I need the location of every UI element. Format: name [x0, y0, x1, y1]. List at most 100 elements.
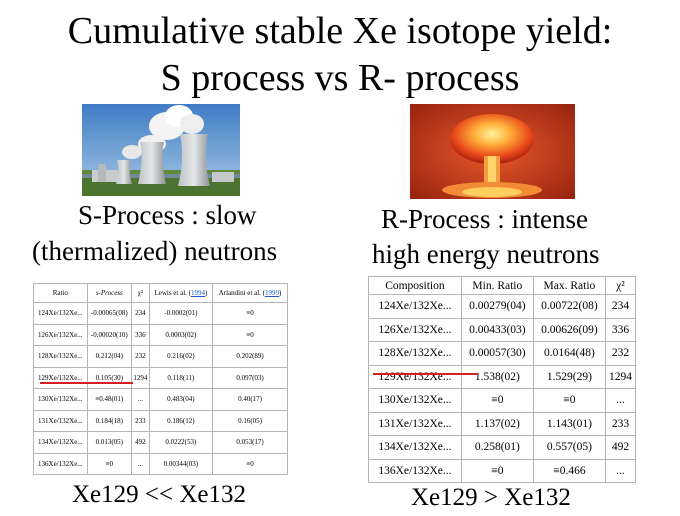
table-cell: 0.053(17) — [212, 431, 288, 454]
table-row: 130Xe/132Xe... ≡0 ≡0... — [368, 388, 637, 413]
table-row-highlighted: 129Xe/132Xe... 0.105(30) 1294 0.118(11) 0.09… — [33, 366, 288, 389]
table-cell: 126Xe/132Xe... — [368, 317, 462, 342]
table-cell: -0.00065(08) — [86, 302, 133, 325]
table-cell: 0.483(04) — [148, 388, 214, 411]
table-cell: 234 — [604, 294, 637, 319]
table-cell: 0.00722(08) — [532, 294, 606, 319]
column-header: Ratio — [33, 283, 88, 303]
table-cell: 0.40(17) — [212, 388, 288, 411]
table-cell: 131Xe/132Xe... — [368, 411, 462, 436]
table-cell: 130Xe/132Xe... — [33, 388, 88, 411]
table-cell: 0.216(02) — [148, 345, 214, 368]
citation-link[interactable]: 1994 — [190, 289, 205, 297]
table-cell: ... — [604, 388, 637, 413]
table-cell: 1.137(02) — [460, 411, 534, 436]
table-cell: 0.186(12) — [148, 409, 214, 432]
table-cell: ≡0.48(01) — [86, 388, 133, 411]
r-process-sublabel: high energy neutrons — [372, 239, 600, 269]
table-row: 126Xe/132Xe... 0.00433(03) 0.00626(09) 336 — [368, 317, 637, 342]
s-process-table: Ratio s-Process χ² Lewis et al. (1994) A… — [33, 283, 288, 475]
s-process-conclusion: Xe129 << Xe132 — [72, 481, 246, 508]
table-row: 124Xe/132Xe... 0.00279(04) 0.00722(08) 234 — [368, 294, 637, 319]
table-cell: 131Xe/132Xe... — [33, 409, 88, 432]
table-row: 130Xe/132Xe... ≡0.48(01)... 0.483(04) 0.40(… — [33, 388, 288, 411]
table-cell: 134Xe/132Xe... — [368, 435, 462, 460]
table-cell: 134Xe/132Xe... — [33, 431, 88, 454]
table-cell: 128Xe/132Xe... — [33, 345, 88, 368]
table-row: 128Xe/132Xe... 0.00057(30) 0.0164(48) 232 — [368, 341, 637, 366]
table-cell: 130Xe/132Xe... — [368, 388, 462, 413]
table-cell: 0.184(18) — [86, 409, 133, 432]
s-process-sublabel: (thermalized) neutrons — [32, 236, 278, 266]
table-row: 128Xe/132Xe... 0.212(04) 232 0.216(02) 0.202… — [33, 345, 288, 368]
column-header: Min. Ratio — [460, 276, 534, 295]
table-cell: ... — [131, 452, 150, 475]
s-process-label: S-Process : slow — [78, 200, 257, 230]
table-cell: 0.118(11) — [148, 366, 214, 389]
table-cell: ... — [131, 388, 150, 411]
table-cell: ≡0 — [212, 302, 288, 325]
table-cell: 0.00344(03) — [148, 452, 214, 475]
table-cell: 0.00057(30) — [460, 341, 534, 366]
table-cell: -0.0002(01) — [148, 302, 214, 325]
column-header: s-Process — [86, 283, 133, 303]
nuclear-explosion-photo — [410, 104, 575, 199]
table-cell: 232 — [604, 341, 637, 366]
table-cell: 126Xe/132Xe... — [33, 323, 88, 346]
table-cell: 1294 — [131, 366, 150, 389]
table-cell: 0.00626(09) — [532, 317, 606, 342]
table-cell: ... — [604, 458, 637, 483]
table-cell: 0.16(05) — [212, 409, 288, 432]
xe129-underline-s — [40, 382, 133, 384]
column-header: χ² — [604, 276, 637, 295]
table-cell: 136Xe/132Xe... — [33, 452, 88, 475]
table-row-highlighted: 129Xe/132Xe... 1.538(02) 1.529(29) 1294 — [368, 364, 637, 389]
table-row: 131Xe/132Xe... 0.184(18) 233 0.186(12) 0.16(… — [33, 409, 288, 432]
table-cell: ≡0 — [532, 388, 606, 413]
table-cell: -0.00020(10) — [86, 323, 133, 346]
table-cell: 0.202(89) — [212, 345, 288, 368]
table-cell: 0.105(30) — [86, 366, 133, 389]
table-cell: 232 — [131, 345, 150, 368]
table-cell: 336 — [604, 317, 637, 342]
column-header: Lewis et al. (1994) — [148, 283, 214, 303]
table-cell: 129Xe/132Xe... — [33, 366, 88, 389]
table-cell: 124Xe/132Xe... — [33, 302, 88, 325]
table-cell: 492 — [604, 435, 637, 460]
table-cell: ≡0 — [212, 323, 288, 346]
column-header: Composition — [368, 276, 462, 295]
table-cell: 0.258(01) — [460, 435, 534, 460]
power-plant-photo — [82, 104, 240, 196]
table-cell: 0.0003(02) — [148, 323, 214, 346]
table-row: 136Xe/132Xe... ≡0... 0.00344(03) ≡0 — [33, 452, 288, 475]
table-row: 126Xe/132Xe... -0.00020(10) 336 0.0003(02) ≡… — [33, 323, 288, 346]
table-header-row: Composition Min. Ratio Max. Ratio χ² — [368, 276, 637, 295]
table-cell: 128Xe/132Xe... — [368, 341, 462, 366]
table-cell: 129Xe/132Xe... — [368, 364, 462, 389]
table-row: 131Xe/132Xe... 1.137(02) 1.143(01) 233 — [368, 411, 637, 436]
table-cell: 0.557(05) — [532, 435, 606, 460]
table-cell: 0.0222(53) — [148, 431, 214, 454]
table-cell: ≡0.466 — [532, 458, 606, 483]
table-cell: 0.00433(03) — [460, 317, 534, 342]
table-row: 136Xe/132Xe... ≡0 ≡0.466... — [368, 458, 637, 483]
table-cell: 336 — [131, 323, 150, 346]
table-cell: ≡0 — [460, 388, 534, 413]
table-cell: 1.529(29) — [532, 364, 606, 389]
table-cell: 1.143(01) — [532, 411, 606, 436]
xe129-underline-r — [373, 373, 478, 375]
table-cell: ≡0 — [212, 452, 288, 475]
table-cell: 233 — [131, 409, 150, 432]
table-row: 134Xe/132Xe... 0.258(01) 0.557(05) 492 — [368, 435, 637, 460]
table-cell: 0.097(03) — [212, 366, 288, 389]
table-cell: ≡0 — [460, 458, 534, 483]
column-header: χ² — [131, 283, 150, 303]
column-header: Arlandini et al. (1999) — [212, 283, 288, 303]
table-cell: 233 — [604, 411, 637, 436]
citation-link[interactable]: 1999 — [265, 289, 279, 297]
table-cell: 492 — [131, 431, 150, 454]
r-process-label: R-Process : intense — [381, 204, 588, 234]
table-cell: 1294 — [604, 364, 637, 389]
table-cell: 0.00279(04) — [460, 294, 534, 319]
r-process-conclusion: Xe129 > Xe132 — [411, 484, 571, 511]
